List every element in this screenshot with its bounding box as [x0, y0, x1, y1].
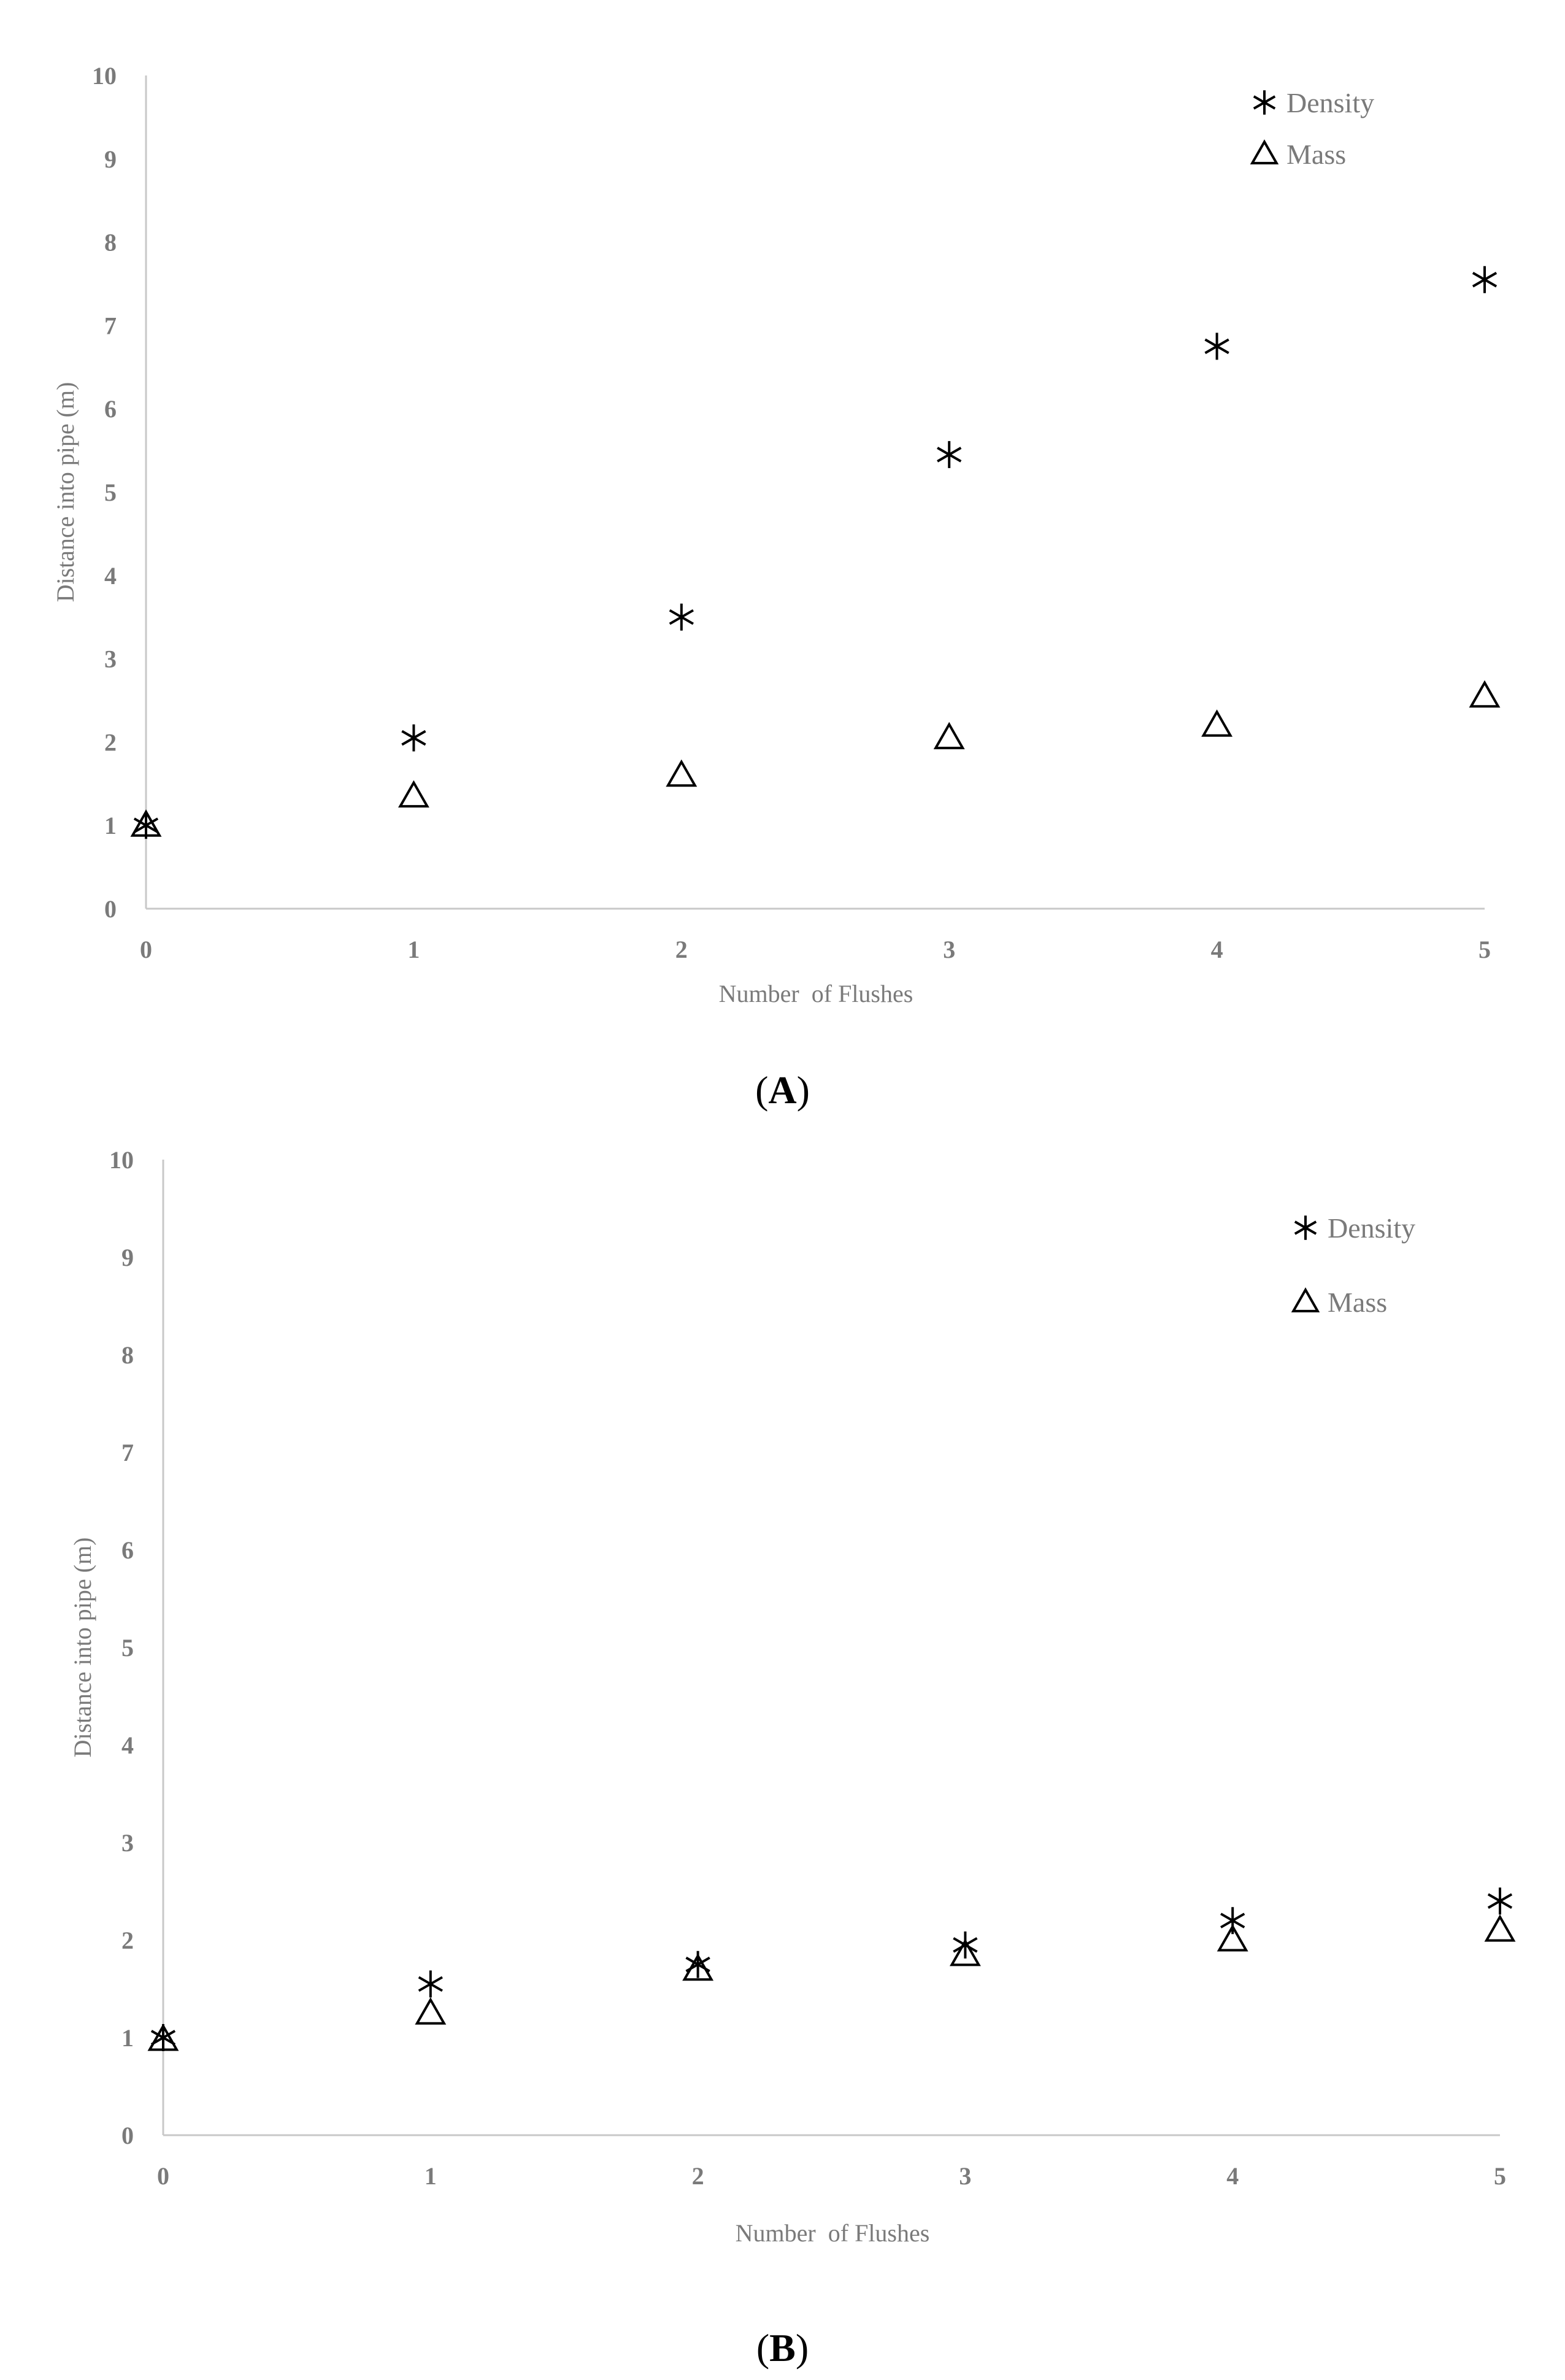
- x-tick-label: 2: [692, 2162, 704, 2190]
- x-axis-title: Number of Flushes: [736, 2219, 930, 2247]
- x-tick-label: 3: [959, 2162, 971, 2190]
- x-tick-label: 1: [425, 2162, 437, 2190]
- mass-point: [933, 722, 965, 750]
- y-tick-label: 7: [104, 312, 117, 339]
- mass-point: [415, 1997, 447, 2025]
- density-point: [401, 724, 426, 752]
- scatter-chart-a: 0 1 2 3 4 5 6 7 8 9 10 0 1 2 3 4 5 Number of Flushes Dista…: [52, 62, 1501, 1007]
- mass-point: [147, 2024, 179, 2051]
- y-tick-label: 2: [104, 728, 117, 756]
- y-tick-label: 1: [104, 812, 117, 839]
- density-point: [1472, 266, 1498, 293]
- legend-mass-label: Mass: [1286, 139, 1346, 170]
- legend-mass-label: Mass: [1328, 1287, 1387, 1318]
- y-tick-label: 7: [121, 1439, 134, 1466]
- mass-point: [682, 1953, 714, 1981]
- chart-panel-a: 0 1 2 3 4 5 6 7 8 9 10 0 1 2 3 4 5 Number of Flushes Dista…: [0, 0, 1565, 1135]
- x-tick-label: 3: [943, 936, 955, 963]
- density-point: [1220, 1907, 1245, 1935]
- y-tick-label: 6: [121, 1536, 134, 1564]
- legend-mass-marker: [1291, 1287, 1320, 1312]
- scatter-chart-b: 0 1 2 3 4 5 6 7 8 9 10 0 1 2 3 4 5 Number of Flushes Dista…: [69, 1146, 1516, 2247]
- mass-point: [949, 1938, 981, 1966]
- legend-mass-marker: [1250, 139, 1279, 164]
- x-tick-label: 5: [1478, 936, 1491, 963]
- density-point: [669, 603, 694, 631]
- y-tick-label: 2: [121, 1927, 134, 1954]
- y-tick-label: 3: [121, 1829, 134, 1857]
- chart-panel-b: 0 1 2 3 4 5 6 7 8 9 10 0 1 2 3 4 5 Number of Flushes Dista…: [0, 1135, 1565, 2380]
- density-point: [1204, 333, 1229, 360]
- x-tick-label: 0: [157, 2162, 169, 2190]
- y-tick-label: 5: [121, 1634, 134, 1662]
- y-tick-label: 4: [104, 562, 117, 590]
- mass-point: [1469, 680, 1501, 708]
- legend-density-marker: [1294, 1215, 1317, 1240]
- x-axis-title: Number of Flushes: [719, 980, 913, 1007]
- density-point: [418, 1970, 443, 1998]
- x-tick-label: 4: [1211, 936, 1223, 963]
- y-tick-label: 9: [104, 145, 117, 173]
- density-point: [937, 441, 962, 468]
- mass-point: [130, 809, 162, 837]
- y-axis-title: Distance into pipe (m): [69, 1538, 96, 1758]
- y-tick-label: 10: [92, 62, 117, 90]
- x-tick-label: 0: [140, 936, 152, 963]
- y-tick-label: 8: [104, 229, 117, 256]
- y-tick-label: 3: [104, 645, 117, 673]
- mass-point: [1217, 1924, 1248, 1952]
- x-tick-label: 2: [675, 936, 688, 963]
- y-tick-label: 8: [121, 1341, 134, 1369]
- legend-density-marker: [1253, 90, 1276, 115]
- y-tick-label: 0: [121, 2122, 134, 2149]
- legend-density-label: Density: [1286, 87, 1374, 118]
- density-point: [1487, 1887, 1513, 1915]
- y-tick-label: 4: [121, 1731, 134, 1759]
- density-point: [953, 1931, 978, 1958]
- panel-caption-a: (A): [755, 1068, 810, 1112]
- y-tick-label: 0: [104, 895, 117, 923]
- legend-density-label: Density: [1328, 1212, 1415, 1244]
- mass-point: [1484, 1914, 1516, 1942]
- mass-point: [1201, 709, 1233, 737]
- y-tick-label: 6: [104, 395, 117, 423]
- y-axis-title: Distance into pipe (m): [52, 382, 79, 603]
- x-tick-label: 4: [1226, 2162, 1239, 2190]
- y-tick-label: 5: [104, 479, 117, 506]
- panel-caption-b: (B): [756, 2326, 809, 2370]
- mass-point: [666, 759, 698, 787]
- mass-point: [398, 780, 429, 808]
- x-tick-label: 5: [1494, 2162, 1506, 2190]
- y-tick-label: 10: [109, 1146, 134, 1174]
- x-tick-label: 1: [407, 936, 420, 963]
- y-tick-label: 9: [121, 1244, 134, 1271]
- y-tick-label: 1: [121, 2024, 134, 2052]
